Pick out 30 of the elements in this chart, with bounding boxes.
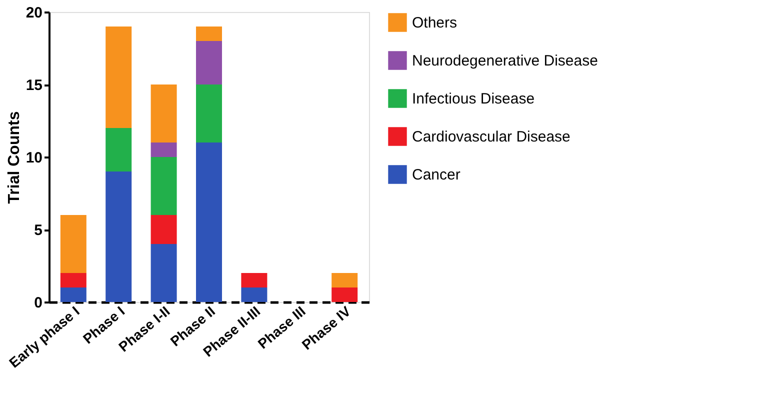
bar <box>196 41 222 84</box>
bar <box>106 172 132 302</box>
bar <box>241 288 268 302</box>
y-axis-title: Trial Counts <box>6 111 23 204</box>
bar <box>60 215 86 273</box>
bar <box>150 157 177 215</box>
bar <box>150 84 177 142</box>
legend-label: Cancer <box>412 166 460 184</box>
legend-label: Neurodegenerative Disease <box>412 52 598 70</box>
bar <box>60 288 86 302</box>
legend-label: Others <box>412 14 458 32</box>
y-tick-label: 0 <box>34 294 42 312</box>
legend-label: Infectious Disease <box>412 90 535 108</box>
bar <box>150 215 177 244</box>
bar <box>150 142 177 157</box>
y-tick-label: 15 <box>26 77 42 94</box>
y-tick-label: 5 <box>34 222 42 239</box>
bar <box>196 142 222 302</box>
bar <box>196 26 222 41</box>
y-tick-label: 20 <box>26 4 42 22</box>
bar <box>106 128 132 172</box>
bar <box>332 273 358 288</box>
y-tick-label: 10 <box>26 150 42 166</box>
bar <box>196 84 222 142</box>
bar <box>106 26 132 128</box>
bar <box>60 273 86 288</box>
bar <box>241 273 268 288</box>
legend-label: Cardiovascular Disease <box>412 128 570 146</box>
bar <box>150 244 177 302</box>
bar <box>332 288 358 302</box>
